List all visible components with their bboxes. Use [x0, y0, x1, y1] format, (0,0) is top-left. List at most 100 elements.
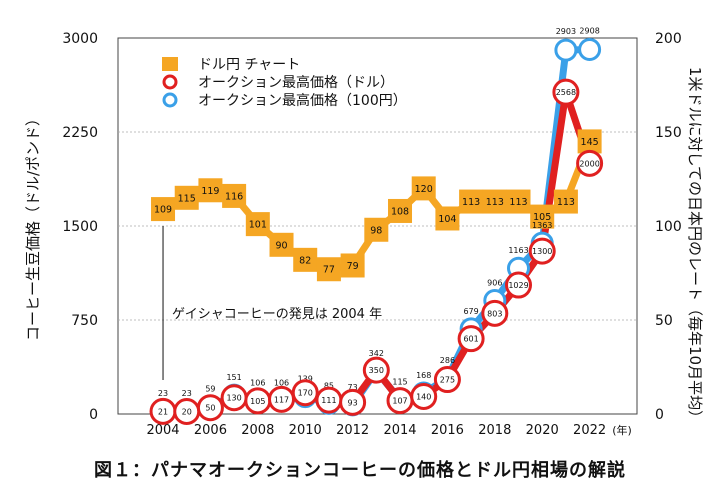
- auction-usd-data-label: 803: [487, 309, 502, 318]
- auction-100yen-data-label: 286: [440, 356, 455, 365]
- auction-100yen-data-label: 342: [369, 349, 384, 358]
- auction-usd-marker: [457, 325, 485, 353]
- auction-100yen-data-label: 59: [205, 385, 215, 394]
- legend-label-auction-100yen: オークション最高価格（100円）: [198, 92, 407, 109]
- auction-usd-data-label: 140: [416, 392, 431, 401]
- left-tick-label: 750: [71, 313, 98, 329]
- x-tick-label: 2022: [573, 423, 606, 438]
- usd-jpy-marker: [530, 204, 555, 229]
- auction-usd-data-label: 20: [182, 407, 192, 416]
- auction-100yen-data-label: 106: [274, 379, 289, 388]
- auction-100yen-data-label: 168: [416, 371, 431, 380]
- left-axis-title: コーヒー生豆価格（ドル/ポンド）: [24, 111, 42, 341]
- auction-100yen-data-label: 906: [487, 278, 502, 287]
- auction-usd-data-label: 170: [298, 389, 313, 398]
- auction-usd-data-label: 350: [369, 366, 384, 375]
- left-tick-label: 3000: [62, 31, 98, 47]
- right-tick-label: 100: [655, 219, 682, 235]
- left-tick-label: 2250: [62, 125, 98, 141]
- usd-jpy-data-label: 113: [509, 197, 527, 208]
- usd-jpy-data-label: 82: [299, 255, 311, 266]
- auction-100yen-marker: [578, 38, 602, 62]
- auction-100yen-data-label: 1163: [508, 246, 528, 255]
- left-tick-label: 0: [89, 407, 98, 423]
- usd-jpy-data-label: 98: [370, 225, 382, 236]
- auction-100yen-data-label: 2908: [579, 27, 599, 36]
- usd-jpy-marker: [340, 253, 365, 278]
- usd-jpy-data-label: 109: [154, 205, 172, 216]
- auction-usd-marker: [410, 382, 438, 410]
- usd-jpy-data-label: 79: [347, 261, 359, 272]
- x-tick-label: 2006: [194, 423, 227, 438]
- auction-100yen-data-label: 73: [348, 383, 358, 392]
- auction-usd-data-label: 21: [158, 407, 168, 416]
- auction-usd-marker: [576, 149, 604, 177]
- usd-jpy-marker: [482, 189, 507, 214]
- right-tick-label: 0: [655, 407, 664, 423]
- usd-jpy-data-label: 116: [225, 191, 243, 202]
- legend-label-usd-jpy: ドル円 チャート: [198, 57, 300, 73]
- auction-100yen-data-label: 1363: [532, 221, 552, 230]
- legend-swatch-auction-usd: [162, 74, 178, 90]
- x-tick-label: 2012: [336, 423, 369, 438]
- auction-100yen-data-label: 139: [298, 375, 313, 384]
- x-tick-label: 2014: [383, 423, 416, 438]
- auction-usd-data-label: 2000: [579, 159, 599, 168]
- usd-jpy-marker: [198, 178, 223, 203]
- auction-usd-marker: [196, 394, 224, 422]
- usd-jpy-marker: [316, 257, 341, 282]
- left-tick-label: 1500: [62, 219, 98, 235]
- usd-jpy-marker: [506, 189, 531, 214]
- x-tick-label: 2004: [146, 423, 179, 438]
- usd-jpy-data-label: 105: [533, 212, 551, 223]
- legend-label-auction-usd: オークション最高価格（ドル）: [198, 74, 394, 91]
- auction-usd-data-label: 111: [321, 396, 336, 405]
- usd-jpy-marker: [151, 197, 176, 222]
- right-axis-title: 1米ドルに対しての日本円のレート（毎年10月平均）: [686, 67, 704, 425]
- auction-usd-marker: [339, 388, 367, 416]
- usd-jpy-marker: [435, 206, 460, 231]
- auction-usd-data-label: 117: [274, 395, 289, 404]
- annotation-text: ゲイシャコーヒーの発見は 2004 年: [172, 307, 382, 322]
- auction-100yen-data-label: 115: [392, 378, 407, 387]
- usd-jpy-data-label: 101: [249, 220, 267, 231]
- legend-swatch-auction-100yen: [162, 92, 178, 108]
- usd-jpy-marker: [411, 176, 436, 201]
- x-tick-label: 2020: [526, 423, 559, 438]
- usd-jpy-data-label: 90: [275, 240, 287, 251]
- legend-swatch-usd-jpy: [162, 57, 178, 71]
- auction-100yen-data-label: 85: [324, 381, 334, 390]
- auction-100yen-data-label: 679: [463, 307, 478, 316]
- auction-100yen-data-label: 23: [182, 389, 192, 398]
- usd-jpy-marker: [269, 232, 294, 257]
- usd-jpy-data-label: 113: [462, 197, 480, 208]
- auction-usd-marker: [291, 379, 319, 407]
- usd-jpy-data-label: 145: [581, 137, 599, 148]
- auction-usd-data-label: 130: [226, 394, 241, 403]
- figure-caption: 図１：パナマオークションコーヒーの価格とドル円相場の解説: [94, 460, 626, 481]
- right-tick-label: 200: [655, 31, 682, 47]
- auction-usd-data-label: 50: [205, 404, 215, 413]
- x-tick-label: 2018: [478, 423, 511, 438]
- usd-jpy-marker: [364, 217, 389, 242]
- usd-jpy-data-label: 120: [415, 184, 433, 195]
- auction-usd-marker: [528, 237, 556, 265]
- auction-usd-data-label: 1300: [532, 247, 552, 256]
- right-tick-label: 50: [655, 313, 673, 329]
- auction-100yen-data-label: 106: [250, 379, 265, 388]
- auction-usd-data-label: 601: [463, 335, 478, 344]
- auction-usd-data-label: 107: [392, 397, 407, 406]
- x-unit-label: (年): [612, 423, 632, 437]
- auction-usd-marker: [505, 271, 533, 299]
- x-tick-label: 2010: [289, 423, 322, 438]
- usd-jpy-marker: [459, 189, 484, 214]
- usd-jpy-data-label: 104: [438, 214, 456, 225]
- usd-jpy-marker: [245, 212, 270, 237]
- auction-usd-marker: [362, 356, 390, 384]
- usd-jpy-marker: [222, 183, 247, 208]
- usd-jpy-data-label: 113: [557, 197, 575, 208]
- auction-100yen-data-label: 23: [158, 389, 168, 398]
